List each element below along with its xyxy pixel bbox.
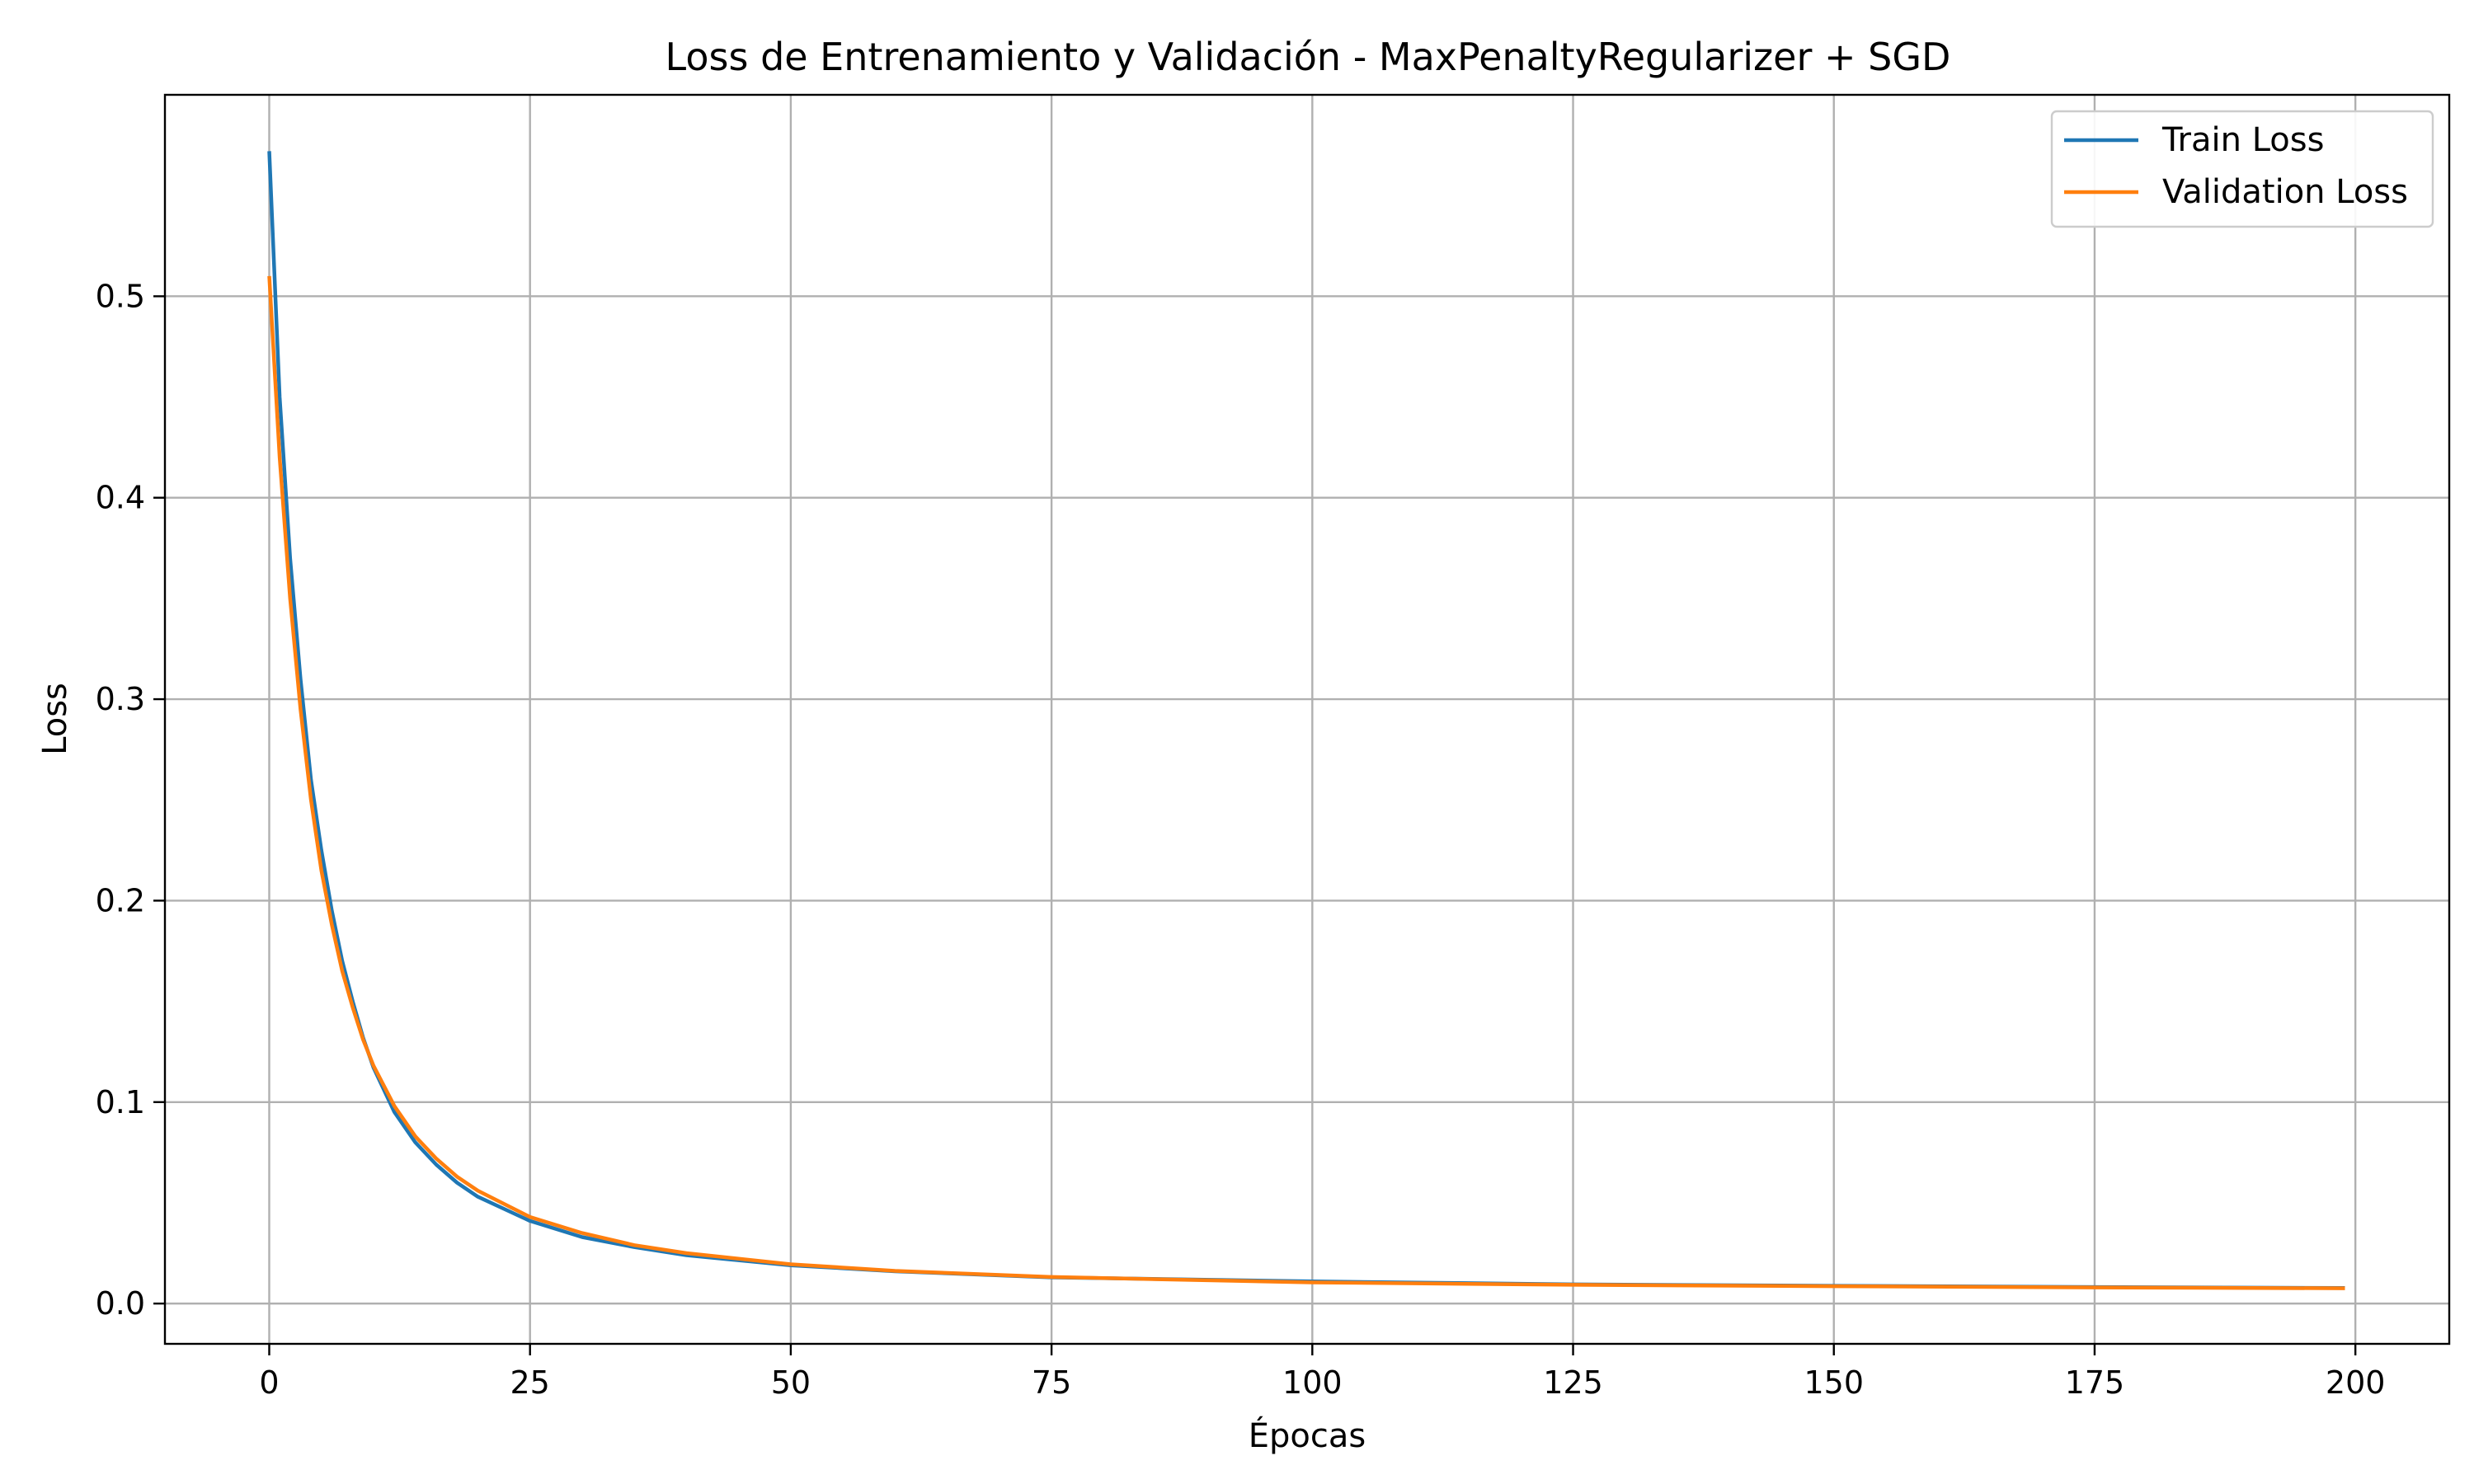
series-line-validation-loss bbox=[267, 275, 2345, 1290]
legend-box bbox=[2050, 110, 2434, 228]
y-tick-label: 0.1 bbox=[96, 1084, 145, 1120]
tick-layer: 0 25 50 75 100 125 150 175 200 0.0 0.1 0.2 0.3 0.4 0.5 bbox=[96, 278, 2386, 1401]
y-tick-label: 0.3 bbox=[96, 681, 145, 717]
series-line-train-loss bbox=[267, 151, 2345, 1290]
x-tick-label: 50 bbox=[771, 1364, 811, 1401]
x-tick-label: 0 bbox=[259, 1364, 279, 1401]
x-tick-label: 25 bbox=[510, 1364, 550, 1401]
legend: Train Loss Validation Loss bbox=[2050, 110, 2434, 228]
x-tick-label: 175 bbox=[2065, 1364, 2125, 1401]
legend-label-validation-loss: Validation Loss bbox=[2162, 173, 2408, 211]
series-layer bbox=[267, 151, 2345, 1290]
grid-layer bbox=[165, 95, 2449, 1344]
y-tick-label: 0.0 bbox=[96, 1285, 145, 1322]
x-tick-label: 150 bbox=[1804, 1364, 1864, 1401]
x-tick-label: 200 bbox=[2326, 1364, 2386, 1401]
y-tick-label: 0.5 bbox=[96, 278, 145, 314]
y-tick-label: 0.4 bbox=[96, 480, 145, 516]
legend-label-train-loss: Train Loss bbox=[2161, 121, 2324, 159]
x-tick-label: 75 bbox=[1032, 1364, 1071, 1401]
y-axis-label: Loss bbox=[36, 683, 74, 755]
y-tick-label: 0.2 bbox=[96, 882, 145, 918]
plot-frame bbox=[163, 93, 2451, 1345]
x-tick-label: 125 bbox=[1543, 1364, 1603, 1401]
x-tick-label: 100 bbox=[1282, 1364, 1343, 1401]
chart-title: Loss de Entrenamiento y Validación - Max… bbox=[666, 35, 1951, 79]
x-axis-label: Épocas bbox=[1249, 1416, 1366, 1455]
